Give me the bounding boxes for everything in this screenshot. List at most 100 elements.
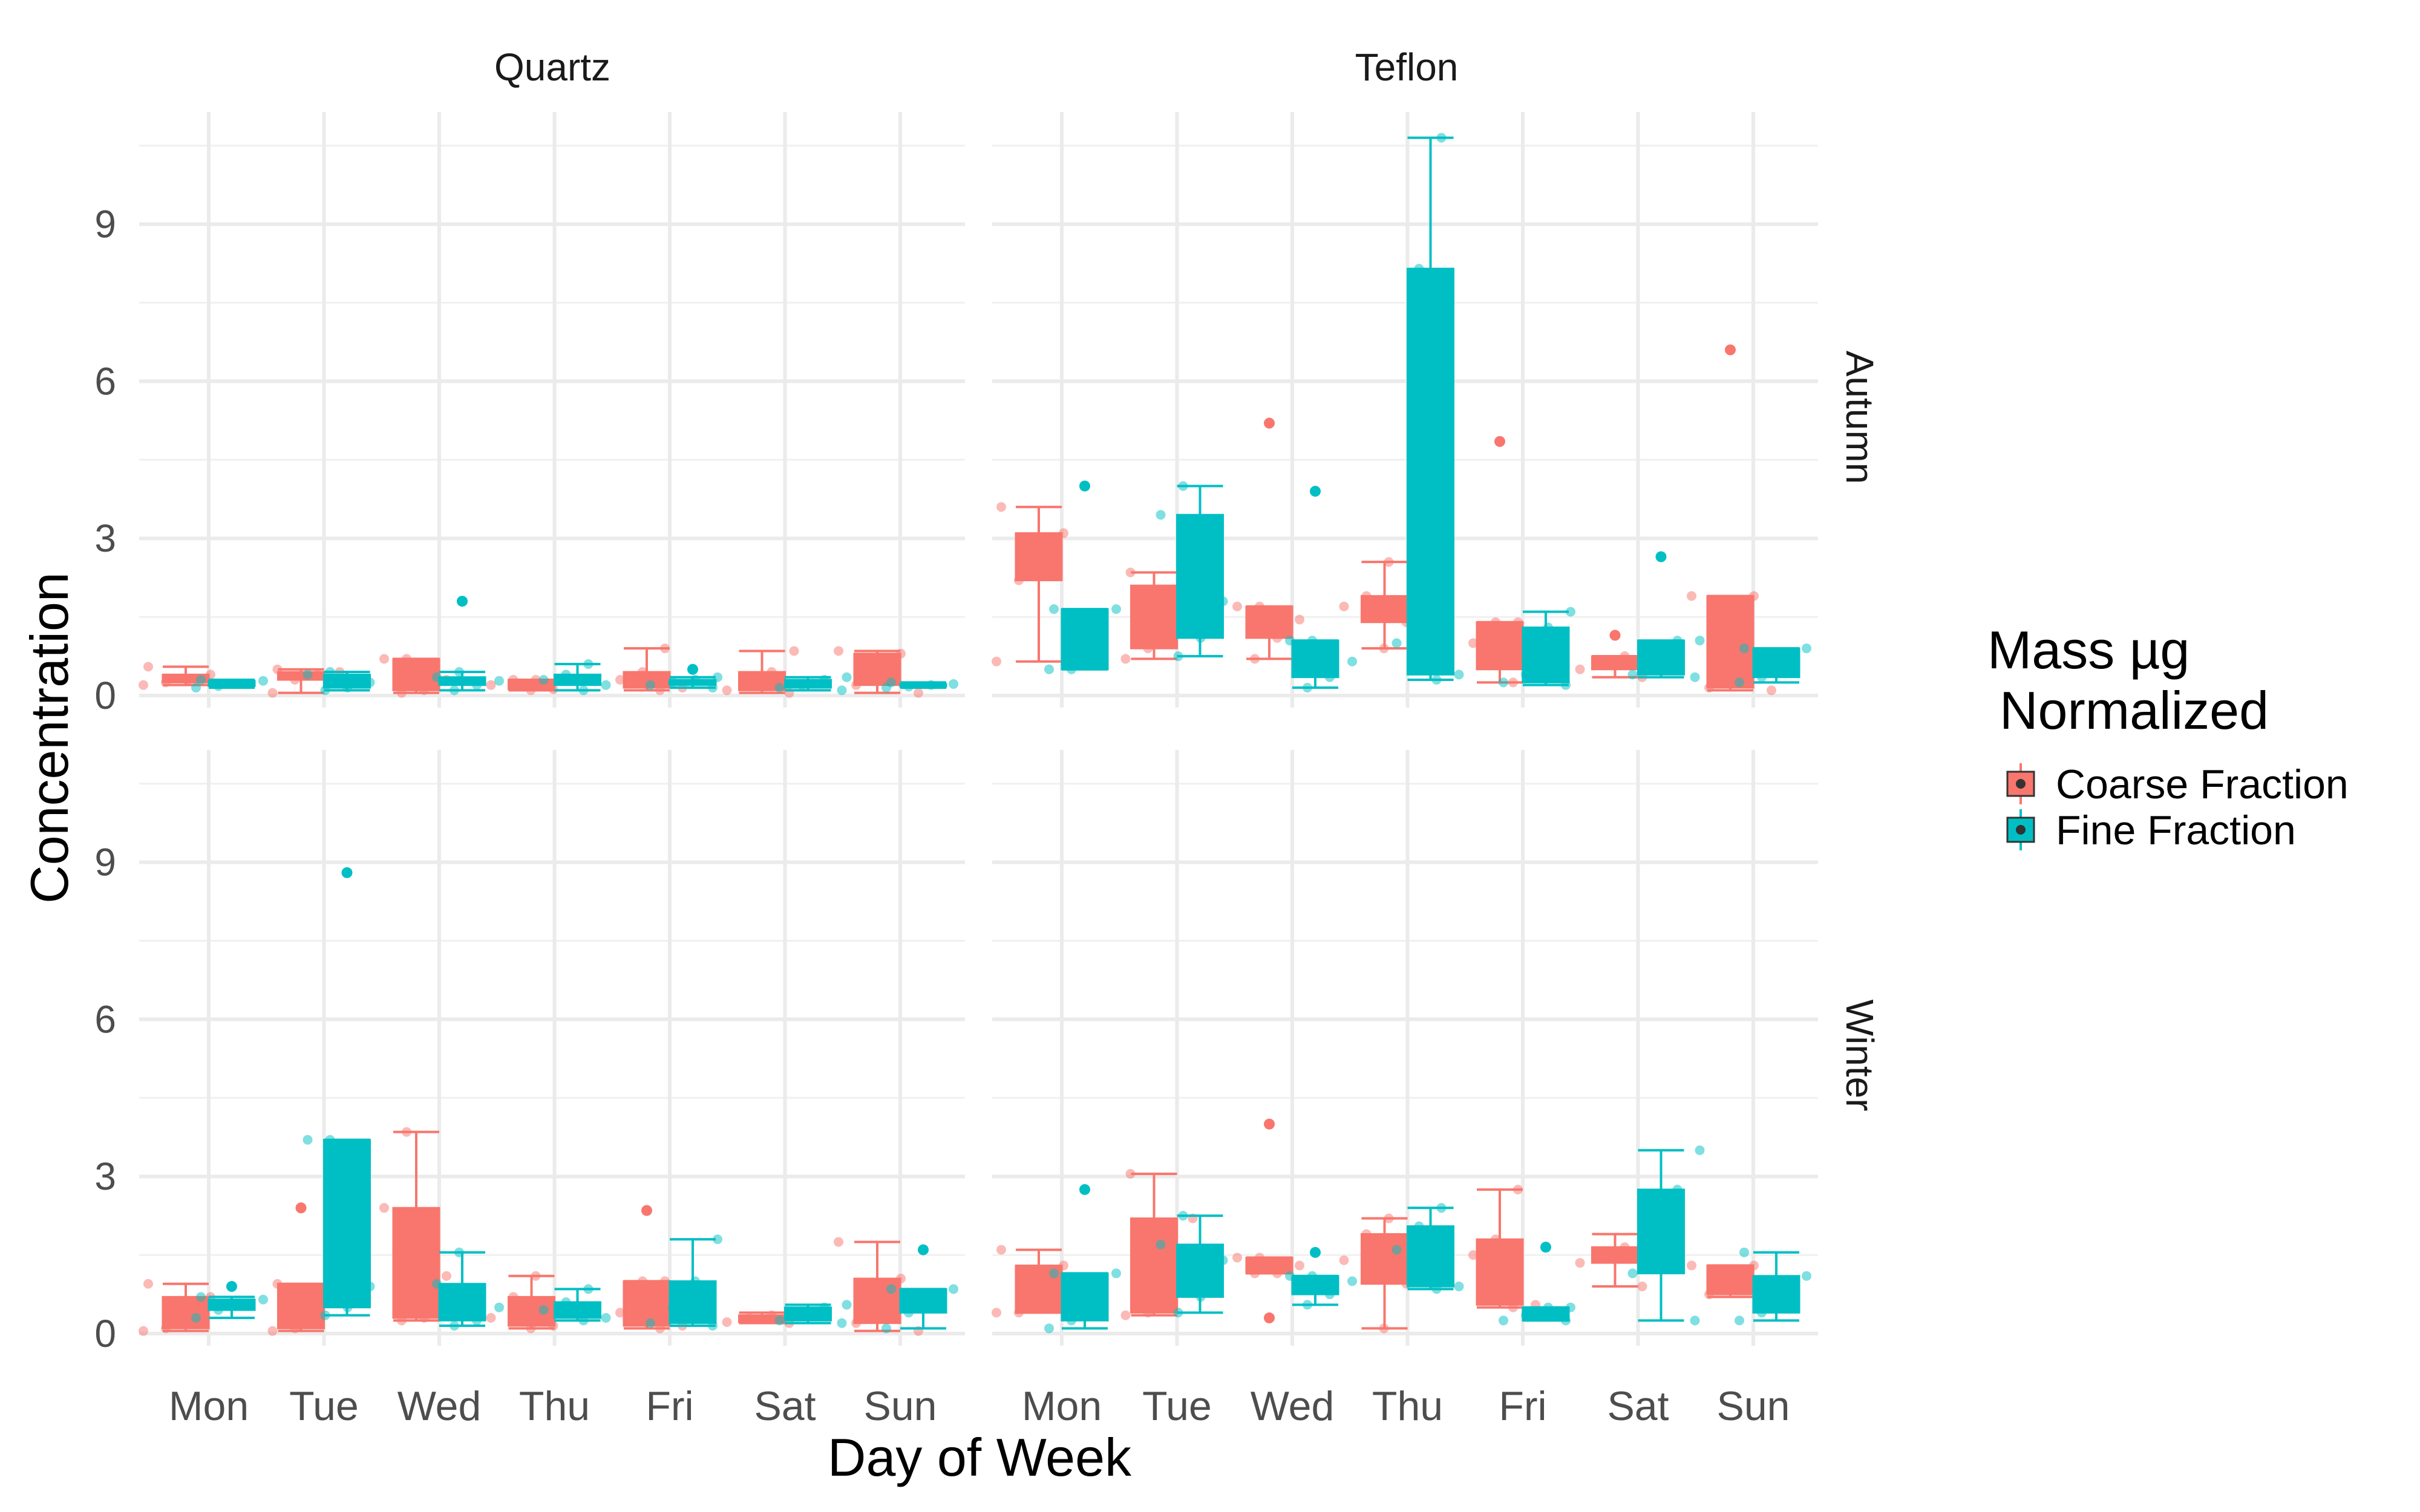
box-body — [1706, 595, 1754, 689]
jitter-point — [1143, 644, 1153, 654]
jitter-point — [1120, 1310, 1131, 1320]
jitter-point — [1561, 680, 1571, 690]
jitter-point — [214, 1305, 223, 1315]
jitter-point — [312, 1313, 322, 1323]
box-fine — [538, 1284, 611, 1326]
box-fine — [1499, 607, 1575, 690]
jitter-point — [267, 688, 278, 698]
jitter-point — [926, 1297, 936, 1308]
jitter-point — [1125, 567, 1136, 578]
jitter-point — [1749, 1260, 1759, 1271]
jitter-point — [526, 685, 536, 696]
box-fine — [881, 677, 958, 693]
box-coarse — [1120, 567, 1198, 664]
jitter-point — [708, 1321, 718, 1331]
box-coarse — [1339, 1213, 1411, 1334]
box-body — [323, 1139, 371, 1309]
jitter-point — [722, 685, 732, 696]
box-body — [1245, 605, 1293, 639]
jitter-point — [1347, 656, 1357, 666]
box-coarse — [834, 646, 923, 698]
box-fine — [881, 1244, 958, 1334]
box-fine — [774, 672, 852, 696]
box-body — [1637, 639, 1685, 676]
box-fine — [1044, 480, 1121, 674]
jitter-point — [1067, 664, 1076, 674]
box-body — [1176, 513, 1224, 639]
jitter-point — [904, 682, 914, 692]
jitter-point — [1392, 638, 1402, 648]
jitter-point — [494, 676, 504, 686]
jitter-point — [1059, 528, 1068, 538]
y-tick-label: 3 — [94, 516, 116, 560]
outlier-point — [1310, 1246, 1321, 1258]
jitter-point — [1695, 636, 1705, 646]
outlier-point — [1079, 1184, 1090, 1195]
outlier-point — [1609, 630, 1621, 641]
jitter-point — [472, 1315, 482, 1326]
jitter-point — [561, 1297, 571, 1308]
outlier-point — [641, 1205, 652, 1216]
y-tick-label: 6 — [94, 359, 116, 403]
jitter-point — [904, 1308, 914, 1318]
box-fine — [1392, 1203, 1464, 1294]
outlier-point — [1540, 1242, 1551, 1253]
jitter-point — [1513, 617, 1523, 627]
jitter-point — [1735, 1315, 1744, 1326]
jitter-point — [842, 1300, 852, 1310]
box-body — [669, 1280, 717, 1325]
jitter-point — [1361, 1229, 1372, 1239]
jitter-point — [1802, 1271, 1811, 1281]
box-body — [1407, 267, 1454, 676]
jitter-point — [290, 675, 300, 685]
x-axis-title: Day of Week — [828, 1427, 1132, 1487]
box-fine — [191, 1281, 268, 1323]
x-tick-label: Sat — [754, 1383, 816, 1429]
jitter-point — [320, 1310, 330, 1320]
box-body — [1752, 647, 1800, 679]
jitter-point — [1295, 614, 1304, 625]
jitter-point — [258, 1294, 268, 1305]
jitter-point — [1695, 1145, 1705, 1155]
jitter-point — [1431, 675, 1442, 685]
jitter-point — [258, 676, 268, 686]
jitter-point — [191, 1313, 201, 1323]
jitter-point — [1232, 1253, 1242, 1263]
jitter-point — [1156, 510, 1166, 520]
box-coarse — [486, 1271, 558, 1334]
x-tick-label: Fri — [1499, 1383, 1546, 1429]
jitter-point — [272, 664, 283, 674]
box-fine — [538, 659, 611, 696]
outlier-point — [1310, 486, 1321, 497]
jitter-point — [1195, 1292, 1206, 1302]
jitter-point — [442, 1271, 451, 1281]
jitter-point — [842, 672, 852, 682]
jitter-point — [1173, 1308, 1183, 1318]
jitter-point — [236, 679, 246, 689]
jitter-point — [432, 672, 442, 682]
y-tick-label: 9 — [94, 841, 116, 884]
jitter-point — [1727, 675, 1736, 685]
box-fine — [1392, 132, 1464, 685]
jitter-point — [1637, 1282, 1647, 1292]
box-coarse — [267, 1202, 345, 1336]
jitter-point — [1757, 672, 1767, 682]
facet-label-teflon: Teflon — [1355, 45, 1459, 89]
jitter-point — [1361, 591, 1372, 601]
outlier-point — [295, 1202, 307, 1214]
outlier-point — [1264, 417, 1275, 429]
jitter-point — [1687, 591, 1696, 601]
jitter-point — [660, 644, 670, 654]
box-fine — [1735, 1247, 1811, 1326]
legend-label: Fine Fraction — [2056, 807, 2296, 853]
jitter-point — [578, 685, 589, 696]
jitter-point — [1650, 1231, 1660, 1242]
jitter-point — [1285, 636, 1295, 646]
jitter-point — [1347, 1276, 1357, 1286]
jitter-point — [1454, 670, 1464, 680]
jitter-point — [708, 683, 718, 693]
jitter-point — [1672, 1184, 1683, 1194]
x-tick-label: Wed — [397, 1383, 482, 1429]
legend-title-line2: Normalized — [2000, 680, 2269, 740]
jitter-point — [365, 677, 375, 688]
